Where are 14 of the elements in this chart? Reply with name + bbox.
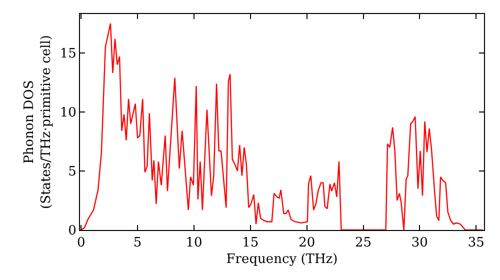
x-tick-label: 5 — [133, 236, 142, 251]
y-axis-title: Phonon DOS (States/THz·primitive cell) — [22, 34, 54, 210]
x-tick-label: 10 — [186, 236, 202, 251]
x-tick-label: 25 — [354, 236, 372, 251]
y-tick-label: 0 — [68, 224, 76, 239]
x-tick-label: 30 — [411, 236, 428, 251]
line-series — [80, 22, 484, 230]
x-axis-title: Frequency (THz) — [226, 252, 338, 268]
x-tick-label: 35 — [468, 236, 484, 251]
y-tick-label: 10 — [60, 106, 76, 121]
y-tick-label: 15 — [60, 46, 76, 62]
y-tick-label: 5 — [68, 164, 76, 180]
x-tick-label: 15 — [242, 236, 259, 251]
x-tick-label: 20 — [298, 236, 316, 251]
